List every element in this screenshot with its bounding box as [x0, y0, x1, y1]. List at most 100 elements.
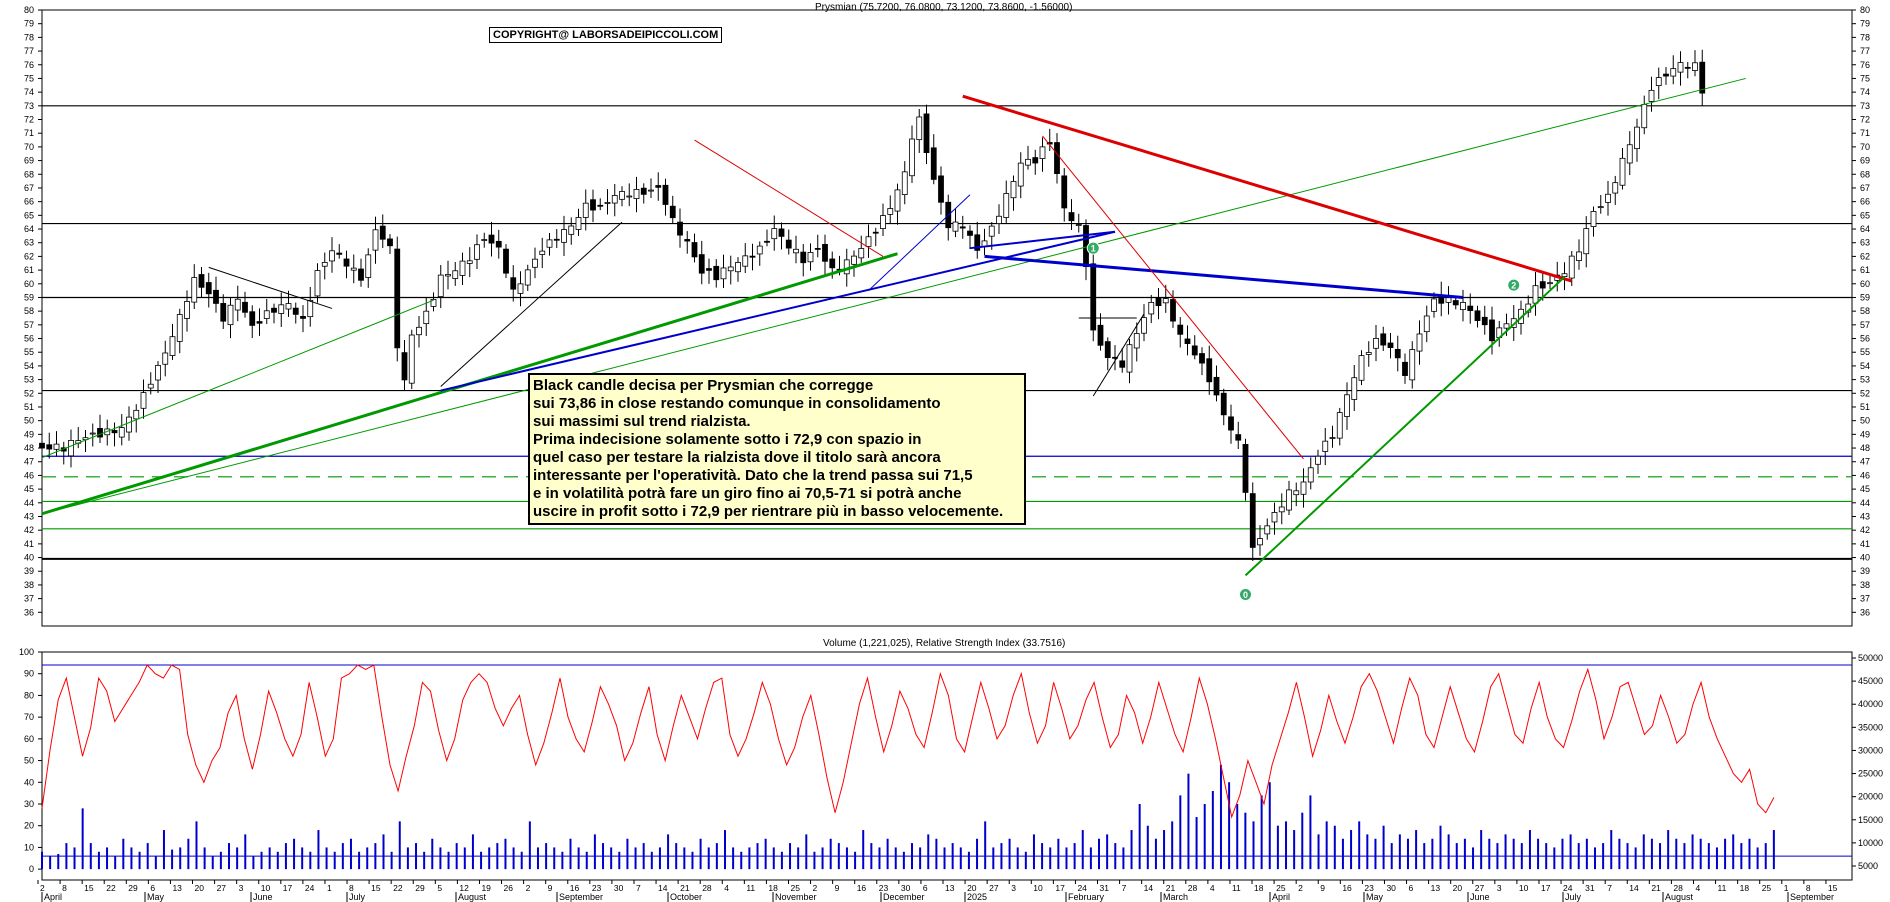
x-tick-label: 29 — [128, 883, 138, 893]
candle-body — [923, 113, 930, 154]
candle-body — [582, 202, 589, 218]
candle-body — [822, 243, 828, 262]
y-tick-label: 60 — [24, 279, 34, 289]
y-tick-label: 41 — [1860, 539, 1870, 549]
candle-body — [1170, 299, 1176, 322]
candle-body — [807, 252, 814, 263]
y-tick-label: 80 — [24, 690, 34, 700]
y-tick-label: 65 — [24, 210, 34, 220]
indicator-panel-border — [41, 651, 1853, 881]
y-tick-label: 36 — [24, 607, 34, 617]
candle-body — [1692, 62, 1698, 71]
candle-body — [1206, 358, 1213, 383]
candle-body — [1445, 297, 1452, 303]
month-label: June — [253, 892, 273, 902]
x-tick-label: 7 — [1607, 883, 1612, 893]
y-tick-label: 38 — [1860, 580, 1870, 590]
candle-body — [1032, 157, 1039, 164]
x-tick-label: 21 — [1651, 883, 1661, 893]
y-tick-label: 65 — [1860, 210, 1870, 220]
month-label: August — [458, 892, 487, 902]
y-tick-label: 42 — [1860, 525, 1870, 535]
month-label: July — [1565, 892, 1582, 902]
candle-body — [1358, 355, 1365, 381]
candle-body — [901, 171, 908, 195]
candle-body — [1387, 342, 1394, 349]
x-tick-label: 19 — [481, 883, 491, 893]
candle-body — [756, 245, 763, 255]
candle-body — [1452, 300, 1459, 306]
x-tick-label: 3 — [239, 883, 244, 893]
x-tick-label: 23 — [592, 883, 602, 893]
candle-body — [234, 298, 241, 311]
candle-body — [329, 250, 335, 262]
candle-body — [1344, 394, 1350, 417]
candle-body — [988, 225, 995, 237]
candle-body — [974, 234, 981, 251]
candle-body — [959, 226, 966, 229]
candle-body — [1597, 206, 1604, 209]
y-tick-label: 70 — [24, 142, 34, 152]
x-tick-label: 30 — [1386, 883, 1396, 893]
candle-body — [611, 195, 618, 204]
y-tick-label: 72 — [24, 115, 34, 125]
candle-body — [1634, 126, 1640, 150]
candle-body — [1336, 412, 1343, 439]
y-tick-label: 63 — [24, 238, 34, 248]
y-tick-label: 73 — [1860, 101, 1870, 111]
y-tick-label: 58 — [24, 306, 34, 316]
candle-body — [1191, 345, 1198, 356]
candle-body — [387, 238, 393, 247]
candle-body — [626, 195, 633, 198]
candle-body — [930, 147, 937, 180]
y-tick-label: 66 — [1860, 197, 1870, 207]
candle-body — [880, 215, 886, 230]
candle-body — [1590, 211, 1597, 227]
candle-body — [118, 427, 125, 438]
y-tick-label: 20000 — [1858, 792, 1883, 802]
indicator-chart-title: Volume (1,221,025), Relative Strength In… — [823, 638, 1066, 649]
y-tick-label: 45 — [1860, 484, 1870, 494]
y-tick-label: 0 — [29, 864, 34, 874]
candle-body — [191, 277, 198, 303]
candle-body — [829, 258, 836, 269]
x-tick-label: 8 — [349, 883, 354, 893]
candle-body — [459, 260, 466, 276]
y-tick-label: 64 — [24, 224, 34, 234]
y-tick-label: 45 — [24, 484, 34, 494]
x-tick-label: 12 — [459, 883, 469, 893]
candle-body — [227, 304, 234, 326]
y-tick-label: 50000 — [1858, 653, 1883, 663]
y-tick-label: 48 — [1860, 443, 1870, 453]
trendline — [1092, 313, 1145, 397]
x-tick-label: 15 — [84, 883, 94, 893]
candle-body — [423, 310, 430, 325]
y-tick-label: 50 — [1860, 416, 1870, 426]
y-tick-label: 49 — [1860, 429, 1870, 439]
candle-body — [271, 307, 277, 313]
y-tick-label: 30 — [24, 799, 34, 809]
candle-body — [1119, 360, 1126, 368]
candle-body — [1104, 341, 1111, 359]
y-tick-label: 51 — [1860, 402, 1870, 412]
candle-body — [1467, 305, 1474, 311]
x-tick-label: 3 — [1011, 883, 1016, 893]
candle-body — [278, 304, 285, 314]
y-tick-label: 78 — [24, 32, 34, 42]
y-tick-label: 10 — [24, 842, 34, 852]
candle-body — [39, 442, 45, 449]
x-tick-label: 25 — [1276, 883, 1286, 893]
candle-body — [1271, 512, 1278, 523]
candle-body — [452, 270, 459, 279]
candle-body — [524, 269, 531, 286]
y-tick-label: 72 — [1860, 115, 1870, 125]
trendline — [41, 77, 1746, 515]
candle-body — [1576, 251, 1582, 261]
candle-body — [1177, 324, 1184, 335]
x-tick-label: 4 — [1695, 883, 1700, 893]
y-tick-label: 55 — [1860, 347, 1870, 357]
candle-body — [321, 262, 328, 267]
x-tick-label: 16 — [857, 883, 867, 893]
y-tick-label: 40 — [24, 553, 34, 563]
candle-body — [894, 189, 901, 212]
